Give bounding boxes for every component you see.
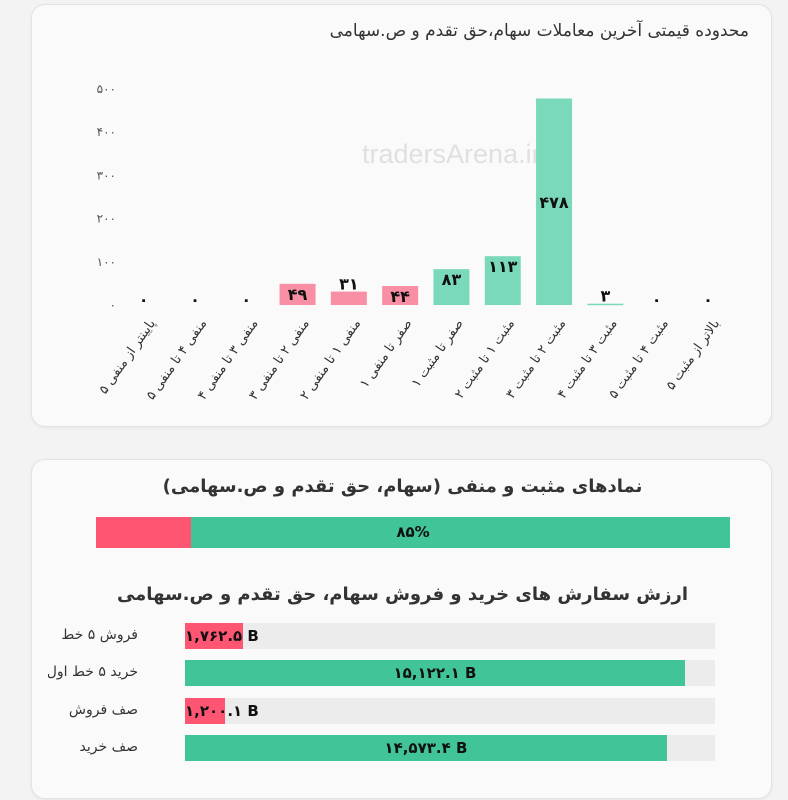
- order-track: ۱۴,۵۷۳.۴ B: [185, 735, 715, 761]
- bar-value-label: ۸۳: [442, 270, 462, 289]
- order-bar: [185, 660, 685, 686]
- positive-percent: ۸۵%: [396, 523, 430, 541]
- price-range-title: محدوده قیمتی آخرین معاملات سهام،حق تقدم …: [329, 21, 749, 41]
- pos-neg-title: نمادهای مثبت و منفی (سهام، حق تقدم و ص.س…: [162, 476, 643, 497]
- bar-value-label: ۰: [652, 290, 662, 309]
- order-row: صف فروش ۱,۲۰۰.۱ B: [32, 698, 773, 724]
- price-range-card: محدوده قیمتی آخرین معاملات سهام،حق تقدم …: [31, 4, 772, 427]
- bar-value-label: ۴۴: [390, 287, 410, 306]
- bar-value-label: ۱۱۳: [488, 257, 518, 276]
- order-bar: [185, 623, 244, 649]
- y-tick-label: ۵۰۰: [97, 82, 116, 96]
- order-row: فروش ۵ خط ۱,۷۶۲.۵ B: [32, 623, 773, 649]
- bar-value-label: ۰: [139, 290, 149, 309]
- bar-value-label: ۰: [241, 290, 251, 309]
- y-tick-label: ۲۰۰: [97, 212, 116, 226]
- order-value-label: ۱,۷۶۲.۵ B: [185, 627, 259, 645]
- x-tick-label: بالاتر از مثبت ۵: [664, 317, 724, 393]
- order-label: خرید ۵ خط اول: [48, 664, 138, 680]
- bar: [433, 269, 470, 305]
- bar: [484, 256, 521, 305]
- bar: [382, 285, 419, 305]
- bar-value-label: ۰: [190, 290, 200, 309]
- y-tick-label: ۱۰۰: [97, 255, 116, 269]
- bar-value-label: ۰: [703, 290, 713, 309]
- bar: [587, 303, 624, 306]
- order-value-label: ۱,۲۰۰.۱ B: [185, 702, 259, 720]
- bar: [536, 98, 573, 305]
- order-track: ۱,۲۰۰.۱ B: [185, 698, 715, 724]
- pos-neg-progress-bar: ۸۵%: [96, 517, 730, 548]
- order-label: فروش ۵ خط: [61, 627, 138, 643]
- bar: [279, 283, 316, 305]
- order-label: صف فروش: [68, 702, 138, 718]
- y-tick-label: ۰: [110, 298, 116, 312]
- order-value-title: ارزش سفارش های خرید و فروش سهام، حق تقدم…: [116, 584, 689, 605]
- order-bar: [185, 698, 225, 724]
- orders-card: نمادهای مثبت و منفی (سهام، حق تقدم و ص.س…: [31, 459, 772, 799]
- bar-value-label: ۳۱: [339, 275, 359, 294]
- negative-segment: [96, 517, 192, 548]
- order-row: صف خرید ۱۴,۵۷۳.۴ B: [32, 735, 773, 761]
- order-label: صف خرید: [79, 739, 138, 755]
- order-track: ۱,۷۶۲.۵ B: [185, 623, 715, 649]
- x-tick-label: صفر تا منفی ۱: [357, 317, 415, 391]
- order-bar: [185, 735, 667, 761]
- order-value-label: ۱۵,۱۲۲.۱ B: [393, 664, 477, 682]
- order-value-label: ۱۴,۵۷۳.۴ B: [384, 739, 468, 757]
- watermark: tradersArena.ir: [362, 139, 541, 169]
- bar-value-label: ۳: [600, 287, 610, 306]
- y-tick-label: ۴۰۰: [97, 125, 116, 139]
- bar-value-label: ۴۹: [288, 285, 308, 304]
- order-row: خرید ۵ خط اول ۱۵,۱۲۲.۱ B: [32, 660, 773, 686]
- x-tick-label: صفر تا مثبت ۱: [409, 317, 467, 391]
- bar: [330, 291, 367, 305]
- bar-value-label: ۴۷۸: [539, 193, 569, 212]
- order-track: ۱۵,۱۲۲.۱ B: [185, 660, 715, 686]
- y-tick-label: ۳۰۰: [97, 168, 116, 182]
